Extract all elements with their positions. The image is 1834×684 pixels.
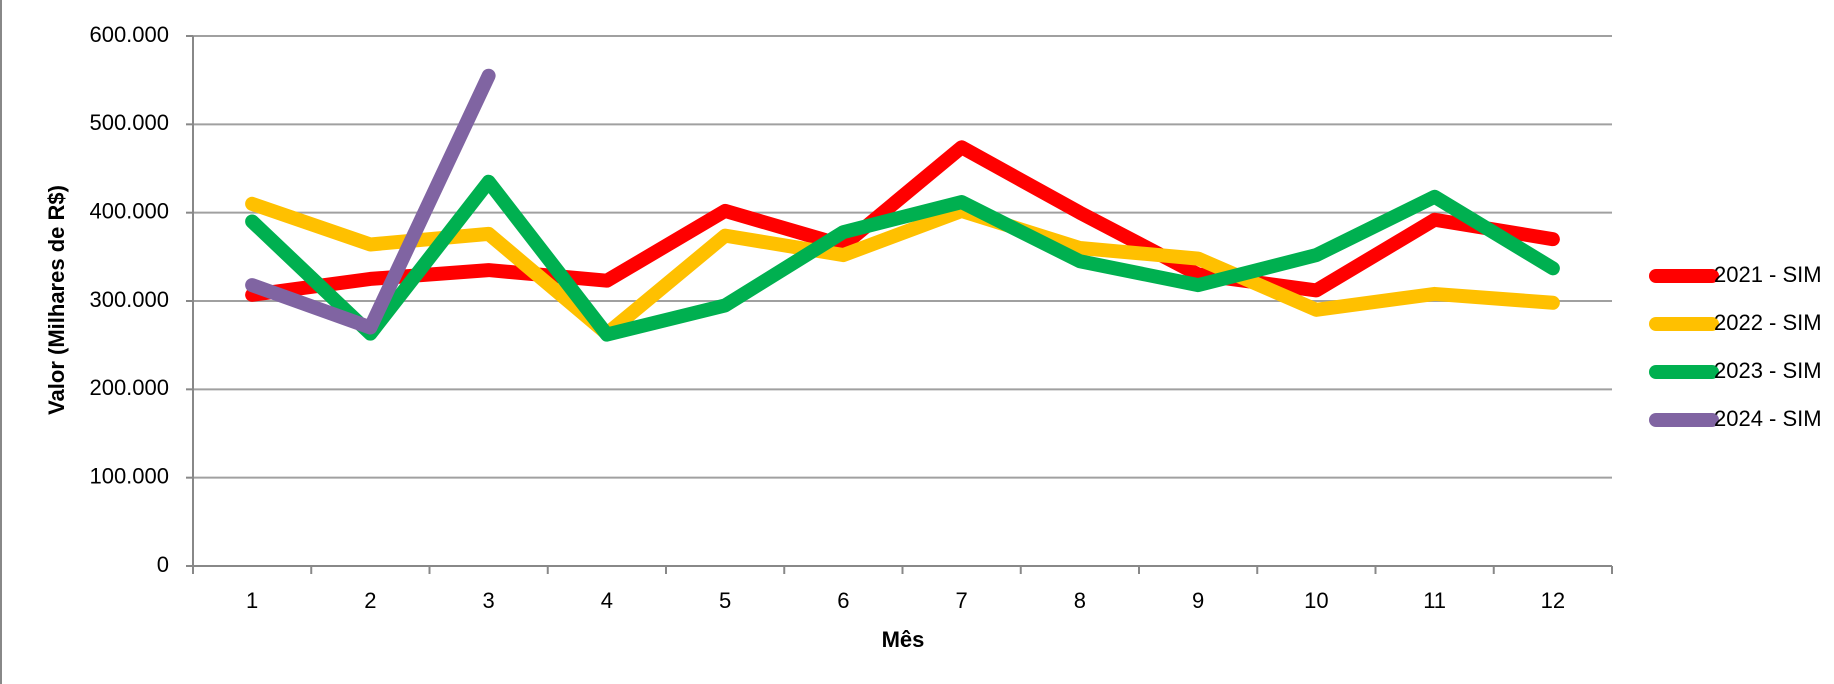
x-tick-label: 11 [1423,588,1446,613]
legend-label: 2023 - SIM [1714,358,1822,383]
x-tick-label: 1 [246,588,258,613]
y-tick-label: 600.000 [89,22,169,47]
x-tick-label: 10 [1304,588,1328,613]
legend-label: 2021 - SIM [1714,262,1822,287]
y-tick-label: 400.000 [89,198,169,223]
x-tick-label: 9 [1192,588,1204,613]
y-tick-label: 0 [157,552,169,577]
x-axis-title: Mês [882,627,925,652]
x-tick-label: 2 [364,588,376,613]
y-tick-label: 200.000 [89,375,169,400]
series-line [245,174,1560,342]
legend-label: 2024 - SIM [1714,406,1822,431]
series-line [245,68,496,335]
x-tick-label: 5 [719,588,731,613]
y-tick-label: 500.000 [89,110,169,135]
series-line [245,140,1560,302]
y-tick-label: 300.000 [89,287,169,312]
x-tick-label: 4 [601,588,613,613]
x-tick-label: 12 [1541,588,1565,613]
y-tick-label: 100.000 [89,463,169,488]
x-tick-label: 3 [483,588,495,613]
legend-label: 2022 - SIM [1714,310,1822,335]
x-tick-label: 7 [956,588,968,613]
x-tick-label: 8 [1074,588,1086,613]
x-tick-label: 6 [837,588,849,613]
y-axis-title: Valor (Milhares de R$) [44,185,69,415]
series-line [245,196,1560,341]
